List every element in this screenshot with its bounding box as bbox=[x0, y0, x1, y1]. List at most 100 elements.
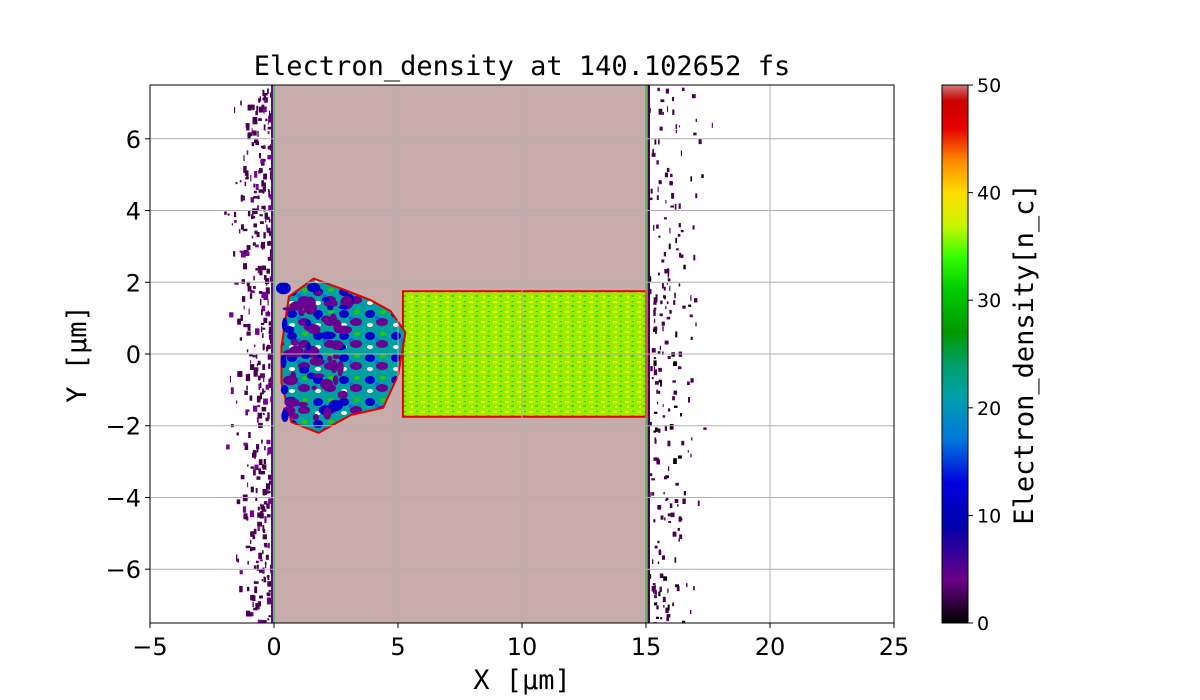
plasma-speckle bbox=[666, 106, 669, 113]
plasma-speckle bbox=[255, 497, 258, 501]
plasma-speckle bbox=[262, 528, 266, 533]
plasma-speckle bbox=[252, 104, 255, 111]
plasma-speckle bbox=[266, 227, 270, 233]
plasma-speckle bbox=[660, 617, 663, 620]
plasma-speckle bbox=[253, 469, 256, 476]
plasma-speckle bbox=[253, 190, 257, 194]
plasma-speckle bbox=[663, 476, 668, 480]
plasma-speckle bbox=[654, 545, 658, 549]
plasma-speckle bbox=[262, 464, 267, 470]
plasma-speckle bbox=[247, 323, 251, 331]
turbulence-blob bbox=[328, 399, 343, 412]
plasma-speckle bbox=[231, 223, 233, 226]
plasma-speckle bbox=[263, 275, 267, 280]
plasma-speckle bbox=[656, 389, 658, 392]
plasma-speckle bbox=[267, 310, 269, 315]
plasma-speckle bbox=[670, 173, 673, 178]
plasma-speckle bbox=[234, 107, 236, 113]
turbulence-blob bbox=[298, 366, 310, 374]
plasma-speckle bbox=[260, 159, 265, 164]
plasma-speckle bbox=[693, 254, 696, 261]
plasma-speckle bbox=[665, 305, 667, 310]
plasma-speckle bbox=[268, 330, 273, 335]
turbulence-blob bbox=[288, 345, 304, 358]
plasma-speckle bbox=[655, 294, 658, 300]
plasma-speckle bbox=[658, 235, 661, 238]
plasma-speckle bbox=[245, 123, 250, 128]
plasma-speckle bbox=[247, 464, 249, 467]
plasma-speckle bbox=[690, 295, 692, 301]
plasma-speckle bbox=[253, 183, 256, 188]
plasma-speckle bbox=[234, 220, 237, 223]
plasma-speckle bbox=[661, 283, 664, 289]
plasma-speckle bbox=[261, 104, 265, 108]
plasma-speckle bbox=[691, 94, 696, 99]
plasma-speckle bbox=[263, 542, 268, 546]
plasma-speckle bbox=[255, 488, 258, 494]
y-tick-label: −2 bbox=[106, 413, 141, 441]
plasma-speckle bbox=[265, 219, 267, 223]
plasma-speckle bbox=[682, 305, 686, 309]
y-tick-label: −6 bbox=[106, 556, 141, 584]
plasma-speckle bbox=[250, 547, 256, 551]
turbulence-blob bbox=[306, 282, 321, 293]
plasma-speckle bbox=[661, 321, 665, 326]
plasma-speckle bbox=[257, 512, 261, 518]
plasma-speckle bbox=[654, 318, 656, 324]
plasma-speckle bbox=[237, 318, 241, 325]
plasma-speckle bbox=[262, 567, 265, 574]
plasma-speckle bbox=[695, 193, 698, 199]
plasma-speckle bbox=[656, 160, 659, 165]
plasma-speckle bbox=[263, 501, 268, 505]
plasma-speckle bbox=[654, 595, 657, 599]
turbulence-blob bbox=[309, 357, 325, 366]
plasma-speckle bbox=[667, 268, 670, 273]
plasma-speckle bbox=[659, 345, 662, 351]
plasma-speckle bbox=[651, 478, 656, 481]
plasma-speckle bbox=[239, 585, 243, 593]
plasma-speckle bbox=[255, 110, 258, 116]
turbulence-blob bbox=[307, 324, 321, 335]
colorbar-bar bbox=[941, 84, 969, 624]
plasma-speckle bbox=[660, 300, 663, 305]
plasma-speckle bbox=[658, 591, 661, 597]
plasma-speckle bbox=[266, 439, 271, 445]
plasma-speckle bbox=[247, 211, 251, 217]
plasma-speckle bbox=[654, 381, 659, 385]
plasma-speckle bbox=[674, 292, 676, 299]
turbulence-blob bbox=[289, 301, 305, 311]
plasma-speckle bbox=[259, 559, 263, 562]
plasma-speckle bbox=[653, 297, 658, 303]
plasma-speckle bbox=[240, 474, 245, 480]
plasma-speckle bbox=[248, 104, 253, 109]
plasma-speckle bbox=[224, 211, 227, 215]
plasma-speckle bbox=[257, 601, 262, 607]
plasma-speckle bbox=[262, 364, 266, 371]
plasma-speckle bbox=[253, 208, 258, 215]
plasma-speckle bbox=[258, 459, 263, 466]
plasma-speckle bbox=[227, 213, 230, 216]
plasma-speckle bbox=[661, 259, 665, 263]
turbulence-blob bbox=[327, 355, 333, 363]
plasma-speckle bbox=[269, 276, 272, 282]
plasma-speckle bbox=[671, 96, 675, 102]
turbulence-blob bbox=[330, 340, 344, 350]
plasma-speckle bbox=[261, 145, 265, 149]
plasma-speckle bbox=[244, 170, 249, 176]
plasma-speckle bbox=[653, 310, 656, 316]
plasma-speckle bbox=[265, 565, 267, 569]
plasma-speckle bbox=[673, 361, 678, 367]
plasma-speckle bbox=[260, 322, 265, 325]
plasma-speckle bbox=[675, 584, 679, 588]
plasma-speckle bbox=[693, 586, 695, 591]
plasma-speckle bbox=[267, 126, 272, 130]
plasma-speckle bbox=[265, 417, 269, 422]
turbulence-blob bbox=[306, 342, 311, 351]
plasma-speckle bbox=[690, 609, 692, 615]
plasma-speckle bbox=[658, 180, 662, 184]
plasma-speckle bbox=[243, 263, 248, 270]
plasma-speckle bbox=[256, 564, 259, 571]
x-tick-label: 0 bbox=[266, 633, 281, 661]
turbulence-blob bbox=[282, 375, 299, 386]
turbulence-blob bbox=[332, 354, 340, 360]
